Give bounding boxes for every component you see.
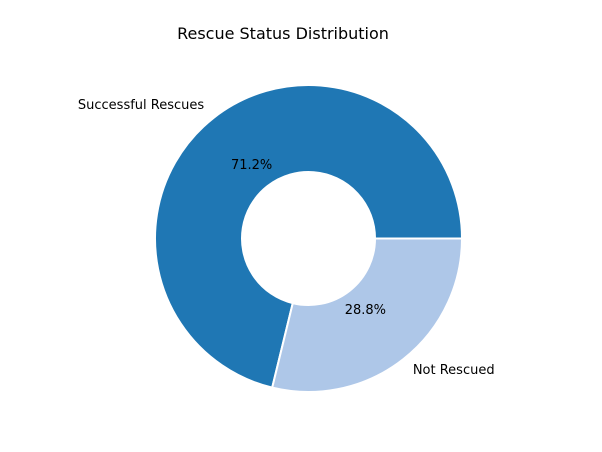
pct-label-successful-rescues: 71.2% bbox=[230, 158, 273, 174]
chart-title: Rescue Status Distribution bbox=[177, 24, 389, 43]
slice-label-not-rescued: Not Rescued bbox=[412, 363, 495, 379]
slice-successful-rescues bbox=[154, 84, 463, 389]
pct-label-not-rescued: 28.8% bbox=[344, 303, 387, 319]
slice-not-rescued bbox=[271, 237, 463, 393]
slice-label-successful-rescues: Successful Rescues bbox=[77, 97, 205, 113]
